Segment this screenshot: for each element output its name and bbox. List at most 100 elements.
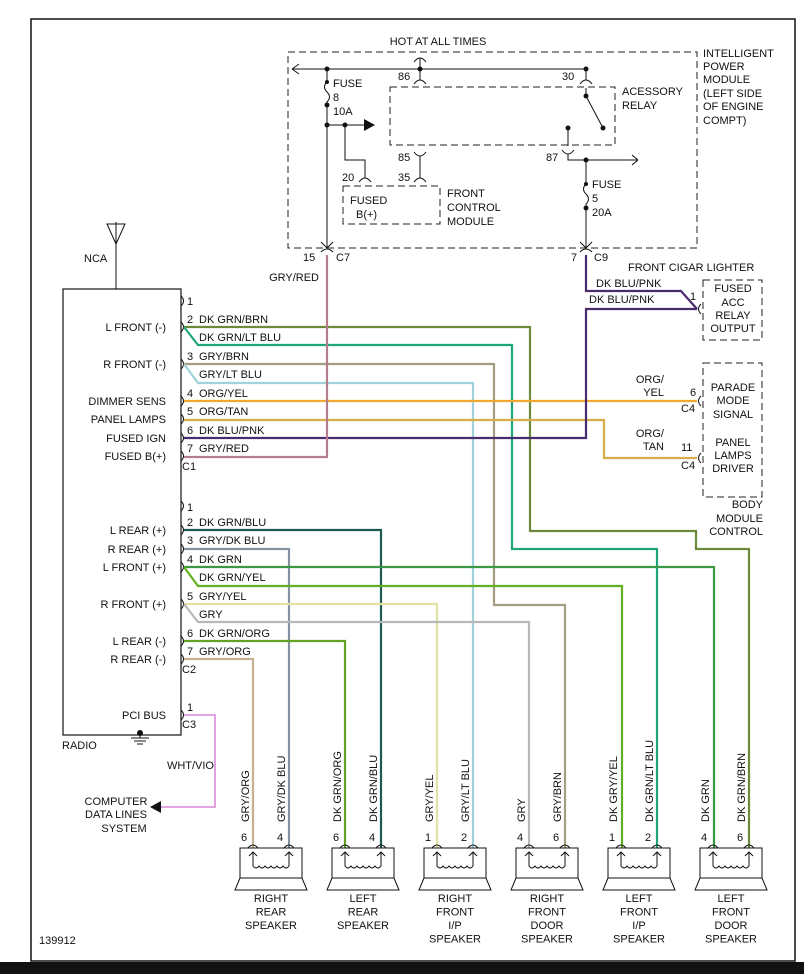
radio-label: RADIO [62,740,97,752]
bcm-wire-label: ORG/ [636,374,665,386]
voice-coil-icon [523,844,571,869]
bcm-box-label: LAMPS [714,450,751,462]
speaker-name: REAR [348,907,379,919]
bcm-wire-label: YEL [643,387,664,399]
wire-gry [183,603,531,848]
ipm-title: INTELLIGENT [703,48,774,60]
speaker-body [699,847,763,879]
wire-dk-grn [184,565,716,848]
speaker-name: FRONT [528,907,566,919]
wire-wht-vio [160,714,216,808]
wire-label: GRY/YEL [199,591,247,603]
speaker-name: SPEAKER [337,920,389,932]
wire-label: ORG/YEL [199,388,248,400]
wire-label: ORG/TAN [199,406,248,418]
speaker-pin: 6 [333,832,339,844]
speaker-name: SPEAKER [429,934,481,946]
speaker-cone-icon [326,877,400,891]
speaker-name: LEFT [626,893,653,905]
c1-pin: 7 [187,443,193,455]
fcm-box-label: B(+) [356,209,377,221]
speaker-wire-label: GRY [516,798,528,822]
wire-dk-grn-blu [184,528,383,848]
bcm-label: MODULE [716,513,763,525]
bcm-box-label: PARADE [711,382,755,394]
speaker-name: I/P [448,920,461,932]
speaker-name: SPEAKER [521,934,573,946]
wire-label: DK BLU/PNK [199,425,265,437]
fuse5-number: 5 [592,193,598,205]
speaker-pin: 4 [517,832,523,844]
wire-label: DK GRN/BRN [199,314,268,326]
radio-pin-function: PANEL LAMPS [91,414,166,426]
bottom-bar [0,962,804,974]
cigar-box-label: FUSED [714,283,751,295]
voice-coil-icon [431,844,479,869]
wire-gry-lt-blu [183,363,475,848]
c2-pin: 1 [187,502,193,514]
ipm-title: OF ENGINE [703,101,764,113]
wire-label: GRY/RED [269,272,319,284]
speaker-name: LEFT [350,893,377,905]
radio-pin-function: FUSED B(+) [105,451,166,463]
speaker-wire-label: DK GRN/ORG [332,751,344,822]
wire-dk-blu-pnk-radio [184,307,697,440]
c1-pin: 1 [187,296,193,308]
c9-pin: 7 [571,252,577,264]
wire-label: DK GRN/YEL [199,572,266,584]
computer-label: DATA LINES [85,809,147,821]
speaker-name: FRONT [436,907,474,919]
ipm-title: POWER [703,61,745,73]
speaker-pin: 4 [369,832,375,844]
wire-label: GRY/RED [199,443,249,455]
antenna-icon [106,222,126,289]
speaker-cone-icon [510,877,584,891]
pin-30: 30 [562,71,574,83]
wire-dk-grn-lt-blu [183,326,659,848]
cigar-box-label: ACC [721,297,744,309]
ipm-title: COMPT) [703,115,746,127]
bcm-wire-label: TAN [643,441,664,453]
body-control-module: PARADE MODE SIGNAL PANEL LAMPS DRIVER BO… [636,362,764,538]
speaker-wire-label: DK GRN [700,779,712,822]
radio-pin-function: R FRONT (-) [103,359,166,371]
relay-label: ACESSORY [622,86,684,98]
radio-pin-function: L FRONT (+) [103,562,166,574]
c2-pin: 4 [187,554,193,566]
speaker-pin: 1 [425,832,431,844]
pci-wire-label: WHT/VIO [167,760,214,772]
c7-pin: 15 [303,252,315,264]
fcm-label: CONTROL [447,202,501,214]
wire-gry-org [184,657,255,848]
speaker-body [331,847,395,879]
voice-coil-icon [339,844,387,869]
bcm-wire-label: ORG/ [636,428,665,440]
bcm-box-label: MODE [717,395,750,407]
speaker-name: LEFT [718,893,745,905]
wire-gry-dk-blu [184,547,291,848]
wire-label: GRY/DK BLU [199,535,265,547]
wire-label: DK GRN/BLU [199,517,266,529]
antenna-label: NCA [84,253,108,265]
bcm-connector: C4 [681,403,695,415]
diagram-frame [30,18,796,962]
arrow-left-icon [150,801,161,813]
bcm-box-label: DRIVER [712,463,754,475]
speaker-name: FRONT [620,907,658,919]
speaker-body [607,847,671,879]
wire-label: DK BLU/PNK [589,294,655,306]
c1-pin: 6 [187,425,193,437]
fcm-box-label: FUSED [350,195,387,207]
hot-at-all-times-label: HOT AT ALL TIMES [390,36,487,48]
speaker-wire-label: GRY/BRN [552,772,564,822]
cigar-box-label: RELAY [715,310,751,322]
speaker-name: DOOR [715,920,748,932]
voice-coil-icon [707,844,755,869]
speaker-pin: 1 [609,832,615,844]
speaker-name: RIGHT [254,893,289,905]
wire-org-tan [184,418,697,460]
computer-label: SYSTEM [101,823,146,835]
speaker-name: SPEAKER [245,920,297,932]
